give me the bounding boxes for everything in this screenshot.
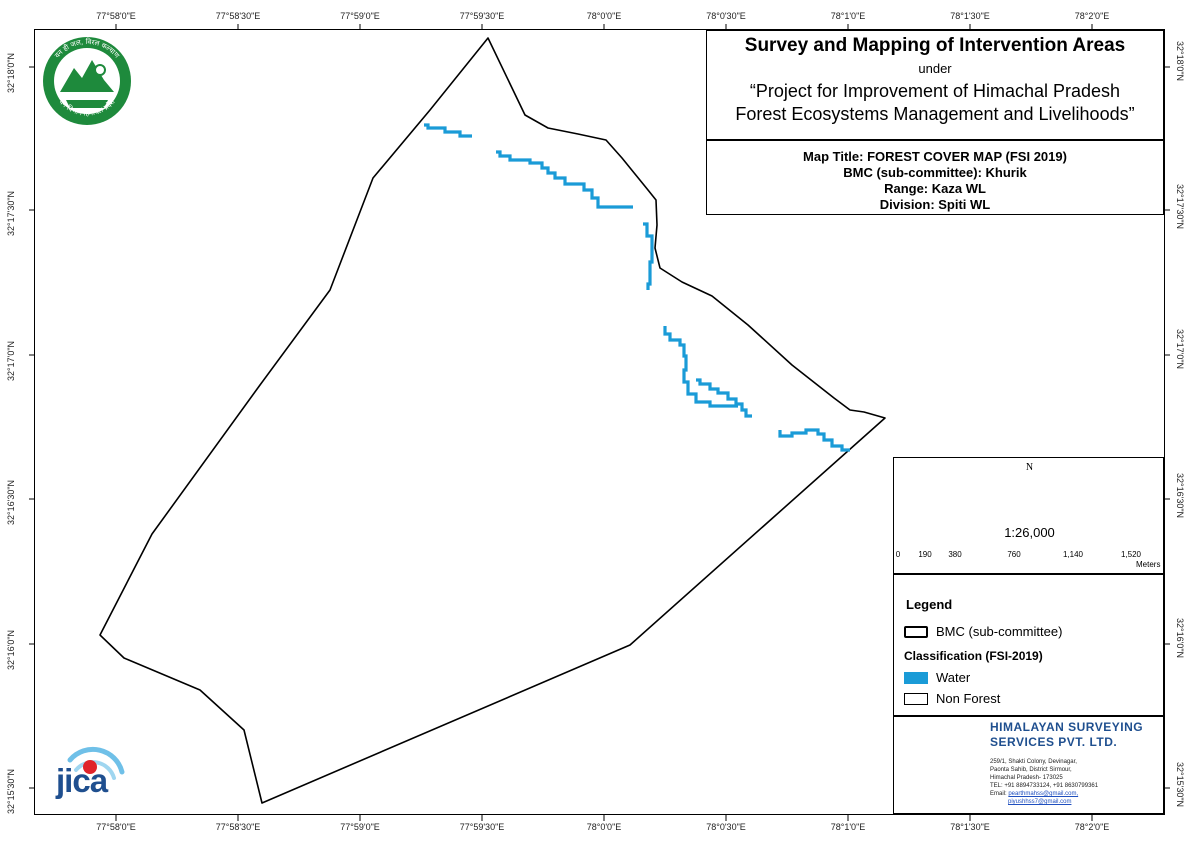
legend-non-forest-label: Non Forest bbox=[936, 691, 1001, 706]
water-stream bbox=[424, 123, 472, 138]
coordinate-label: 32°16'30"N bbox=[6, 479, 16, 525]
coordinate-label: 32°17'0"N bbox=[1175, 329, 1185, 370]
coordinate-label: 32°16'0"N bbox=[6, 629, 16, 670]
legend-item-water: Water bbox=[904, 670, 970, 685]
coordinate-label: 32°17'30"N bbox=[6, 190, 16, 236]
company-panel: HIMALAYAN SURVEYING SERVICES PVT. LTD. 2… bbox=[893, 716, 1164, 814]
address-line: Himachal Pradesh- 173025 bbox=[990, 775, 1063, 781]
boundary-swatch bbox=[904, 625, 928, 638]
scale-ratio: 1:26,000 bbox=[1004, 525, 1055, 540]
company-address: 259/1, Shakti Colony, Devinagar, Paonta … bbox=[990, 758, 1098, 806]
coordinate-label: 32°17'30"N bbox=[1175, 184, 1185, 230]
coordinate-label: 78°2'0"E bbox=[1074, 11, 1110, 21]
project-title-line1: “Project for Improvement of Himachal Pra… bbox=[749, 81, 1121, 101]
scale-tick-label: 380 bbox=[948, 550, 962, 559]
map-title-line: Map Title: FOREST COVER MAP (FSI 2019) bbox=[803, 149, 1067, 164]
phone-line: TEL: +91 8894733124, +91 8630799361 bbox=[990, 783, 1099, 789]
coordinate-label: 78°1'0"E bbox=[830, 822, 866, 832]
coordinate-label: 32°15'30"N bbox=[1175, 762, 1185, 808]
coordinate-label: 78°2'0"E bbox=[1074, 822, 1110, 832]
water-stream bbox=[496, 150, 633, 209]
email-line: Email: pearthmahss@gmail.com, bbox=[990, 790, 1098, 798]
legend-title: Legend bbox=[906, 597, 953, 612]
legend-boundary-row: BMC (sub-committee) bbox=[904, 624, 1062, 639]
coordinate-label: 32°18'0"N bbox=[6, 52, 16, 93]
title-panel: Survey and Mapping of Intervention Areas… bbox=[706, 30, 1164, 140]
legend-classification-title: Classification (FSI-2019) bbox=[904, 649, 1043, 663]
water-stream bbox=[778, 428, 850, 452]
company-name-line2: SERVICES PVT. LTD. bbox=[990, 735, 1118, 749]
scale-units: Meters bbox=[1136, 560, 1161, 569]
coordinate-label: 77°58'0"E bbox=[96, 11, 136, 21]
division-line: Division: Spiti WL bbox=[879, 197, 991, 212]
coordinate-label: 78°1'0"E bbox=[830, 11, 866, 21]
water-swatch bbox=[904, 671, 928, 684]
email-link[interactable]: pearthmahss@gmail.com, bbox=[1008, 791, 1079, 797]
coordinate-label: 32°17'0"N bbox=[6, 340, 16, 381]
scale-tick-label: 190 bbox=[918, 550, 932, 559]
legend-panel: Legend BMC (sub-committee) Classificatio… bbox=[893, 574, 1164, 716]
address-line: Paonta Sahib, District Sirmour, bbox=[990, 767, 1072, 773]
coordinate-label: 78°0'30"E bbox=[706, 822, 746, 832]
forest-department-logo bbox=[43, 37, 131, 125]
legend-boundary-label: BMC (sub-committee) bbox=[936, 624, 1063, 639]
scale-tick-label: 0 bbox=[895, 550, 901, 559]
email-link[interactable]: piyushhss7@gmail.com bbox=[1008, 799, 1072, 805]
jica-logo bbox=[67, 746, 125, 780]
coordinate-label: 78°1'30"E bbox=[950, 822, 990, 832]
coordinate-label: 78°0'0"E bbox=[586, 11, 622, 21]
graticule-ticks bbox=[29, 24, 1170, 821]
bmc-line: BMC (sub-committee): Khurik bbox=[843, 165, 1027, 180]
water-stream bbox=[663, 326, 738, 408]
legend-water-label: Water bbox=[936, 670, 971, 685]
email-prefix: Email: bbox=[990, 791, 1007, 797]
address-line: 259/1, Shakti Colony, Devinagar, bbox=[990, 759, 1077, 765]
scale-tick-label: 1,140 bbox=[1062, 550, 1084, 559]
email-line-2: piyushhss7@gmail.com bbox=[990, 798, 1098, 806]
bmc-boundary-polygon bbox=[99, 37, 886, 804]
non-forest-swatch bbox=[904, 692, 928, 705]
coordinate-label: 77°58'30"E bbox=[215, 11, 261, 21]
range-line: Range: Kaza WL bbox=[884, 181, 986, 196]
coordinate-label: 78°1'30"E bbox=[950, 11, 990, 21]
legend-item-non-forest: Non Forest bbox=[904, 691, 1000, 706]
scale-tick-label: 1,520 bbox=[1120, 550, 1142, 559]
coordinate-label: 77°58'30"E bbox=[215, 822, 261, 832]
water-stream bbox=[643, 222, 654, 290]
coordinate-label: 77°59'30"E bbox=[459, 11, 505, 21]
coordinate-label: 77°59'30"E bbox=[459, 822, 505, 832]
coordinate-label: 32°16'0"N bbox=[1175, 618, 1185, 659]
scale-north-panel: N 1:26,000 0 190 380 760 1,140 1,520 Meters bbox=[893, 457, 1164, 574]
coordinate-label: 78°0'0"E bbox=[586, 822, 622, 832]
coordinate-label: 78°0'30"E bbox=[706, 11, 746, 21]
company-name-line1: HIMALAYAN SURVEYING bbox=[990, 720, 1144, 734]
coordinate-label: 77°58'0"E bbox=[96, 822, 136, 832]
project-title: “Project for Improvement of Himachal Pra… bbox=[707, 80, 1163, 126]
jica-logo-text: jica bbox=[56, 762, 108, 799]
map-info-panel: Map Title: FOREST COVER MAP (FSI 2019) B… bbox=[706, 140, 1164, 215]
coordinate-label: 77°59'0"E bbox=[340, 822, 380, 832]
project-title-line2: Forest Ecosystems Management and Livelih… bbox=[735, 104, 1135, 124]
title-under: under bbox=[918, 61, 952, 76]
water-stream bbox=[696, 378, 752, 418]
coordinate-label: 32°15'30"N bbox=[6, 768, 16, 814]
coordinate-label: 32°16'30"N bbox=[1175, 473, 1185, 519]
coordinate-label: 32°18'0"N bbox=[1175, 41, 1185, 82]
map-main-title: Survey and Mapping of Intervention Areas bbox=[744, 35, 1126, 56]
north-label: N bbox=[1025, 462, 1034, 473]
map-frame bbox=[34, 29, 1165, 815]
company-name: HIMALAYAN SURVEYING SERVICES PVT. LTD. bbox=[990, 720, 1143, 750]
coordinate-label: 77°59'0"E bbox=[340, 11, 380, 21]
scale-tick-label: 760 bbox=[1007, 550, 1021, 559]
water-features bbox=[424, 123, 850, 452]
